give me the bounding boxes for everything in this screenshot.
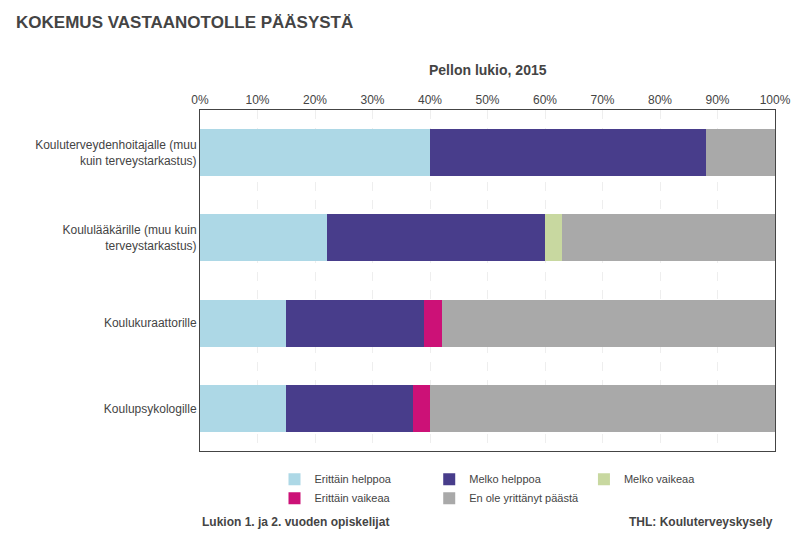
svg-text:70%: 70% <box>590 93 614 107</box>
svg-text:KOKEMUS VASTAANOTOLLE PÄÄSYSTÄ: KOKEMUS VASTAANOTOLLE PÄÄSYSTÄ <box>16 13 353 32</box>
svg-text:60%: 60% <box>533 93 557 107</box>
svg-text:En ole yrittänyt päästä: En ole yrittänyt päästä <box>469 492 579 504</box>
svg-text:40%: 40% <box>418 93 442 107</box>
svg-text:Lukion 1. ja 2. vuoden opiskel: Lukion 1. ja 2. vuoden opiskelijat <box>202 515 389 529</box>
svg-text:0%: 0% <box>191 93 209 107</box>
svg-text:100%: 100% <box>760 93 791 107</box>
svg-text:Koululääkärille (muu kuinterve: Koululääkärille (muu kuinterveystarkastu… <box>63 223 197 253</box>
svg-text:Melko vaikeaa: Melko vaikeaa <box>624 473 695 485</box>
svg-text:30%: 30% <box>360 93 384 107</box>
svg-text:THL: Kouluterveyskysely: THL: Kouluterveyskysely <box>629 515 773 529</box>
svg-text:Pellon lukio, 2015: Pellon lukio, 2015 <box>429 62 547 78</box>
svg-text:Erittäin vaikeaa: Erittäin vaikeaa <box>315 492 391 504</box>
svg-text:Koulukuraattorille: Koulukuraattorille <box>104 316 197 330</box>
svg-text:Melko helppoa: Melko helppoa <box>469 473 541 485</box>
svg-text:20%: 20% <box>303 93 327 107</box>
svg-text:50%: 50% <box>475 93 499 107</box>
svg-text:Erittäin helppoa: Erittäin helppoa <box>315 473 392 485</box>
svg-text:Kouluterveydenhoitajalle (muuk: Kouluterveydenhoitajalle (muukuin tervey… <box>35 138 196 168</box>
svg-text:Koulupsykologille: Koulupsykologille <box>104 402 197 416</box>
svg-text:90%: 90% <box>705 93 729 107</box>
svg-text:10%: 10% <box>245 93 269 107</box>
svg-text:80%: 80% <box>648 93 672 107</box>
